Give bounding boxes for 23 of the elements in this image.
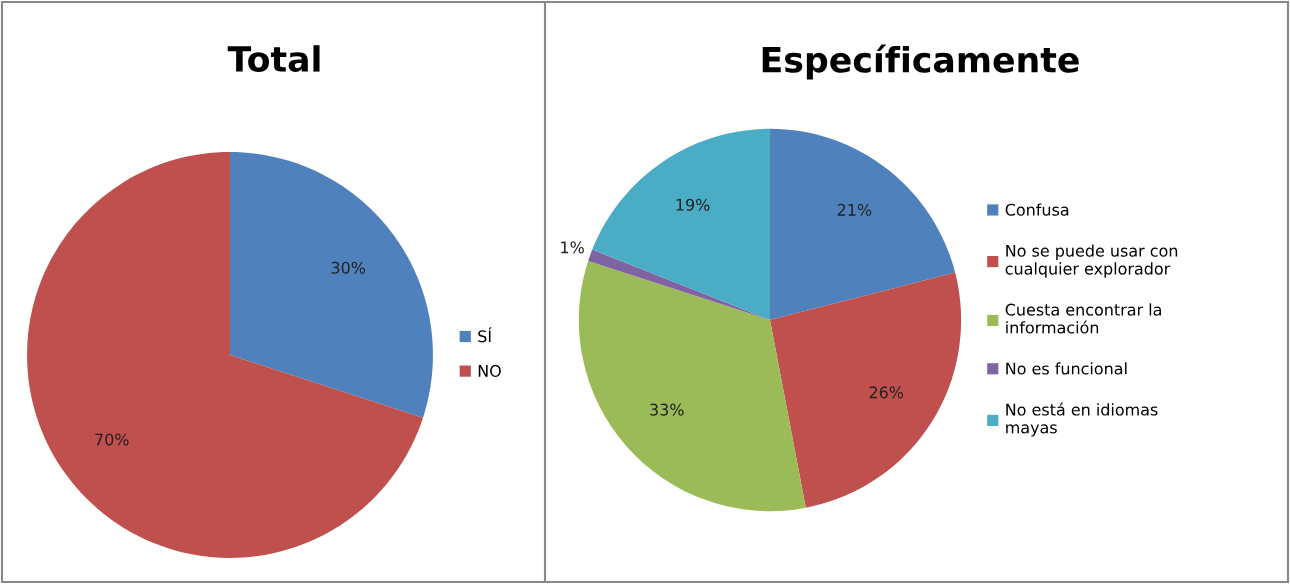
legend-label: Cuesta encontrar la información — [1005, 303, 1161, 334]
pie-slice — [27, 152, 424, 558]
data-label: 21% — [837, 203, 872, 216]
legend-label: No es funcional — [1006, 362, 1127, 375]
legend-label: No se puede usar con cualquier explorador — [1005, 244, 1178, 278]
pie-slice — [592, 128, 770, 320]
chart-title: Específicamente — [762, 44, 1079, 80]
legend-label: NO — [478, 364, 501, 377]
data-label: 70% — [95, 433, 129, 446]
data-label: 19% — [676, 198, 710, 211]
data-label: 1% — [561, 241, 584, 254]
pie-slice — [578, 260, 806, 512]
pie-slice — [770, 272, 962, 508]
data-label: 33% — [650, 403, 684, 416]
chart-title: Total — [227, 45, 320, 73]
pie-slice — [588, 249, 770, 320]
pie-slice — [230, 152, 433, 418]
legend-label: SÍ — [478, 327, 492, 343]
pie-slice — [770, 128, 956, 320]
legend-label: No está en idiomas mayas — [1006, 402, 1158, 437]
data-label: 30% — [331, 261, 366, 274]
data-label: 26% — [869, 386, 904, 399]
legend-label: Confusa — [1005, 203, 1069, 216]
